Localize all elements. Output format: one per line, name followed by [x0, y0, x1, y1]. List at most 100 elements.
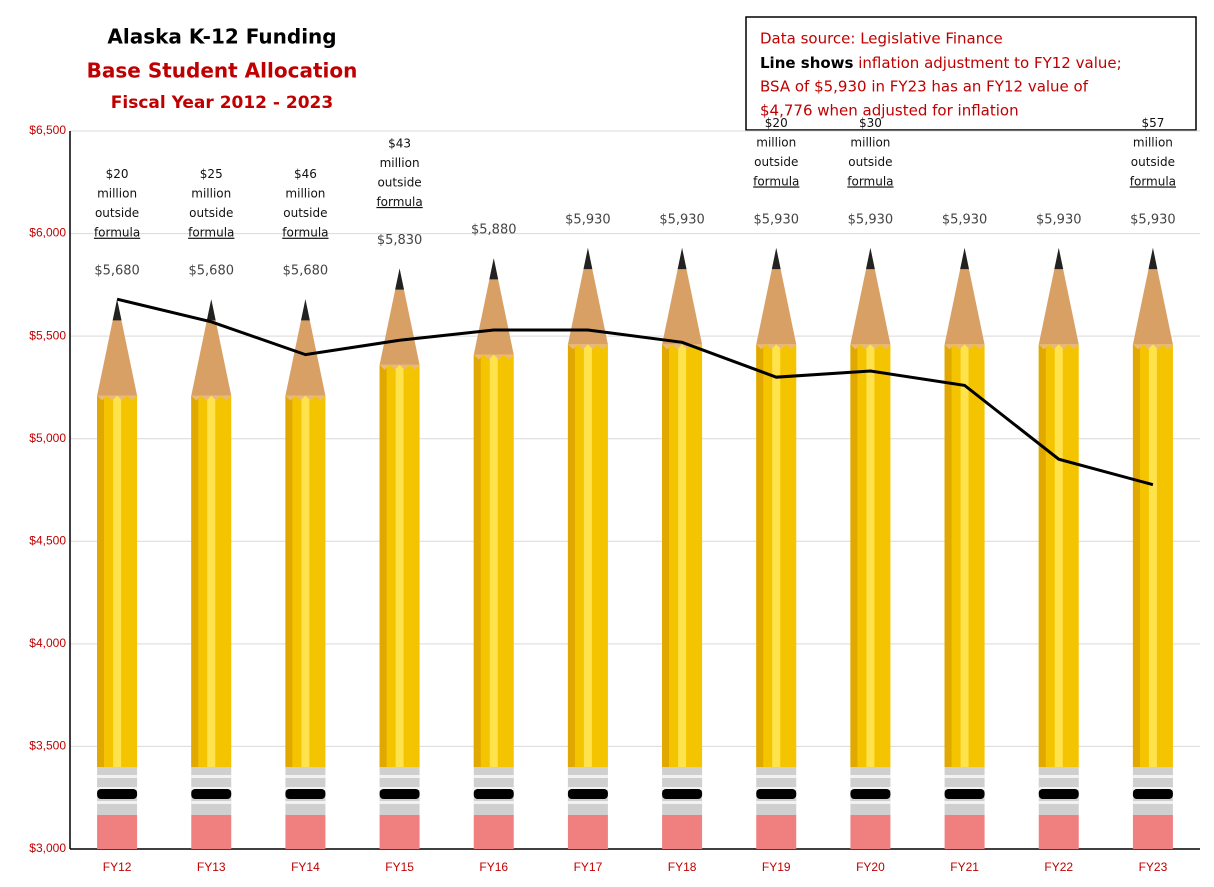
pencil-wood-edge — [850, 344, 891, 350]
pencil-shade — [944, 344, 952, 767]
bar — [191, 299, 232, 849]
value-label: $5,930 — [565, 212, 611, 227]
outside-formula-word: outside — [189, 206, 233, 220]
value-label: $5,880 — [471, 223, 517, 238]
pencil-black-band — [1132, 789, 1173, 799]
note-detail: BSA of $5,930 in FY23 has an FY12 value … — [760, 78, 1089, 96]
outside-formula-word: formula — [847, 174, 893, 188]
pencil-ferrule-band — [850, 787, 891, 790]
outside-formula-word: million — [191, 187, 231, 201]
pencil-ferrule-band — [285, 801, 326, 804]
pencil-wood — [756, 247, 797, 345]
pencil-wood-edge — [756, 344, 797, 350]
pencil-ferrule-band — [662, 801, 703, 804]
pencil-shine — [866, 344, 875, 767]
pencil-black-band — [1038, 789, 1079, 799]
pencil-wood — [97, 299, 138, 396]
outside-formula-amount: $43 — [388, 136, 411, 150]
pencil-ferrule-band — [97, 775, 138, 778]
pencil-graphite — [112, 299, 122, 321]
y-tick-label: $5,500 — [29, 328, 66, 342]
pencil-eraser — [379, 815, 420, 849]
pencil-graphite — [206, 299, 216, 321]
pencil-ferrule-band — [473, 775, 514, 778]
pencil-graphite — [395, 268, 404, 290]
chart-subtitle: Base Student Allocation — [87, 59, 358, 83]
outside-formula-word: outside — [283, 206, 327, 220]
value-label: $5,930 — [754, 212, 800, 227]
outside-formula-amount: $20 — [106, 167, 129, 181]
pencil-shade — [473, 354, 481, 767]
pencil-ferrule-band — [1132, 787, 1173, 790]
pencil-shade — [191, 395, 199, 767]
pencil-black-band — [944, 789, 985, 799]
pencil-shade — [756, 344, 764, 767]
note-line-text: inflation adjustment to FY12 value; — [853, 54, 1121, 72]
pencil-ferrule-band — [1132, 775, 1173, 778]
x-tick-label: FY14 — [291, 860, 320, 874]
pencil-ferrule-band — [97, 787, 138, 790]
pencil-ferrule-band — [191, 801, 232, 804]
pencil-graphite — [489, 258, 499, 280]
bar — [662, 247, 703, 849]
outside-formula-word: million — [285, 187, 325, 201]
x-tick-label: FY12 — [103, 860, 132, 874]
x-tick-label: FY20 — [856, 860, 885, 874]
bar — [944, 247, 985, 849]
inflation-line — [116, 297, 1154, 487]
bar — [850, 247, 891, 849]
pencil-wood — [567, 247, 608, 345]
outside-formula-amount: $57 — [1141, 116, 1164, 130]
pencil-eraser — [473, 815, 514, 849]
x-tick-label: FY17 — [574, 860, 603, 874]
pencil-black-band — [662, 789, 703, 799]
bar — [567, 247, 608, 849]
y-tick-label: $6,000 — [29, 226, 66, 240]
pencil-wood — [1038, 247, 1079, 345]
chart-title: Alaska K-12 Funding — [107, 25, 336, 49]
pencil-shade — [97, 395, 105, 767]
pencil-ferrule-band — [944, 801, 985, 804]
pencil-wood — [1132, 247, 1173, 345]
pencil-ferrule-band — [379, 775, 420, 778]
bar — [473, 258, 514, 849]
pencil-ferrule-band — [97, 801, 138, 804]
pencil-ferrule-band — [1038, 775, 1079, 778]
outside-formula-word: formula — [753, 174, 799, 188]
pencil-shine — [583, 344, 592, 767]
note-line: Line shows inflation adjustment to FY12 … — [760, 54, 1122, 72]
pencil-graphite — [301, 299, 310, 321]
outside-formula-word: formula — [282, 226, 328, 240]
outside-formula-amount: $30 — [859, 116, 882, 130]
outside-formula-word: formula — [188, 226, 234, 240]
value-label: $5,830 — [377, 233, 423, 248]
value-label: $5,680 — [189, 264, 235, 279]
x-tick-label: FY21 — [950, 860, 979, 874]
x-tick-label: FY13 — [197, 860, 226, 874]
outside-formula-word: million — [1133, 135, 1173, 149]
note-line-key: Line shows — [760, 54, 854, 72]
pencil-eraser — [97, 815, 138, 849]
pencil-shine — [301, 395, 310, 767]
pencil-ferrule-band — [379, 787, 420, 790]
pencil-ferrule-band — [567, 775, 608, 778]
pencil-ferrule-band — [379, 801, 420, 804]
outside-formula-amount: $20 — [765, 116, 788, 130]
pencil-graphite — [1148, 247, 1158, 270]
outside-formula-word: formula — [94, 226, 140, 240]
pencil-shade — [379, 364, 387, 767]
pencil-eraser — [756, 815, 797, 849]
pencil-black-band — [285, 789, 326, 799]
pencil-black-band — [191, 789, 232, 799]
outside-formula-amount: $46 — [294, 167, 317, 181]
pencil-black-band — [473, 789, 514, 799]
pencil-wood-edge — [379, 364, 420, 370]
outside-formula-word: million — [97, 187, 137, 201]
pencil-wood — [850, 247, 891, 345]
value-label: $5,680 — [94, 264, 140, 279]
pencil-ferrule-band — [1038, 801, 1079, 804]
pencil-ferrule-band — [944, 775, 985, 778]
pencil-shine — [395, 364, 404, 767]
note-source: Data source: Legislative Finance — [760, 30, 1003, 48]
outside-formula-word: outside — [848, 155, 892, 169]
